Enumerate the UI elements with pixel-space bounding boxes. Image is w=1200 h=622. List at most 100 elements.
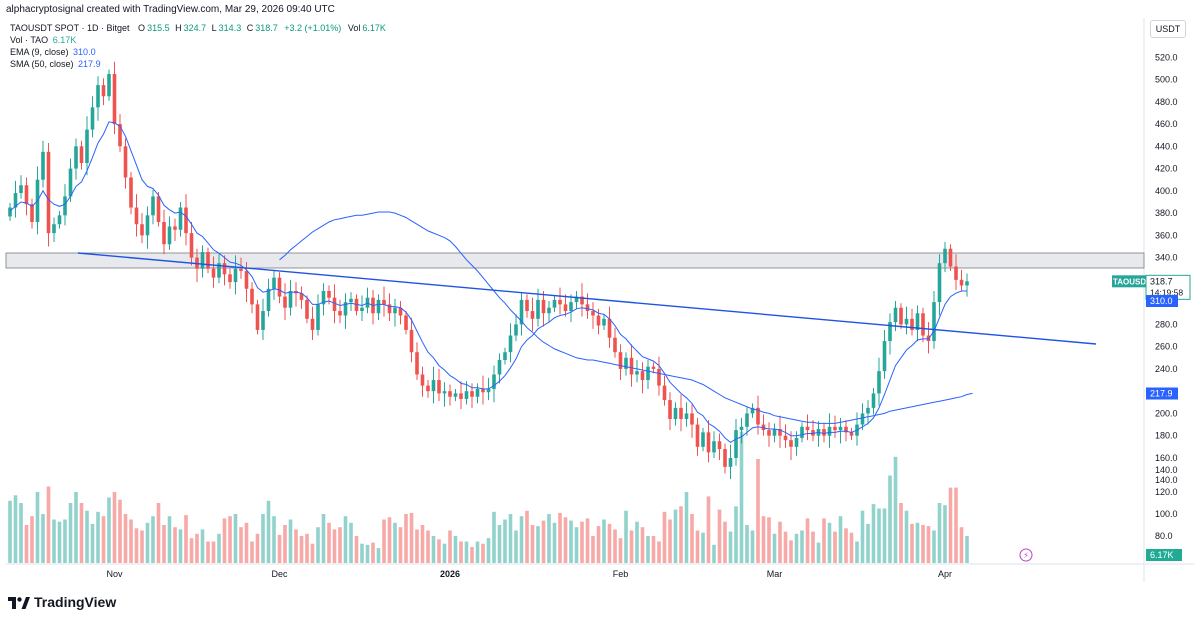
candle[interactable] bbox=[426, 380, 430, 398]
candle[interactable] bbox=[805, 414, 810, 441]
candle[interactable] bbox=[57, 210, 62, 229]
candle[interactable] bbox=[288, 279, 293, 316]
candle[interactable] bbox=[277, 272, 282, 304]
candle[interactable] bbox=[882, 329, 887, 379]
ema-line[interactable] bbox=[9, 121, 967, 444]
candle[interactable] bbox=[211, 256, 216, 288]
candle[interactable] bbox=[189, 221, 194, 266]
candle[interactable] bbox=[52, 217, 56, 243]
candle[interactable] bbox=[893, 301, 898, 332]
candle[interactable] bbox=[173, 218, 177, 241]
currency-button[interactable]: USDT bbox=[1150, 20, 1186, 38]
candle[interactable] bbox=[437, 368, 441, 402]
symbol-row[interactable]: TAOUSDT SPOT · 1D · Bitget O 315.5 H 324.7… bbox=[10, 22, 386, 34]
candle[interactable] bbox=[530, 297, 535, 332]
candle[interactable] bbox=[877, 357, 881, 406]
candle[interactable] bbox=[497, 353, 502, 384]
candle[interactable] bbox=[46, 142, 51, 247]
ema-indicator-row[interactable]: EMA (9, close) 310.0 bbox=[10, 46, 386, 58]
candle[interactable] bbox=[321, 283, 326, 316]
candle[interactable] bbox=[712, 431, 716, 458]
candle[interactable] bbox=[778, 415, 782, 448]
candle[interactable] bbox=[162, 209, 166, 255]
candle[interactable] bbox=[404, 311, 408, 335]
candle[interactable] bbox=[398, 301, 403, 325]
sma-indicator-row[interactable]: SMA (50, close) 217.9 bbox=[10, 58, 386, 70]
candle[interactable] bbox=[222, 255, 227, 286]
candle[interactable] bbox=[96, 76, 100, 121]
candle[interactable] bbox=[294, 282, 298, 307]
candle[interactable] bbox=[448, 384, 452, 406]
candle[interactable] bbox=[624, 352, 628, 376]
candle[interactable] bbox=[596, 308, 601, 335]
candle[interactable] bbox=[591, 302, 595, 329]
candle[interactable] bbox=[926, 322, 931, 354]
candle[interactable] bbox=[431, 366, 436, 404]
candle[interactable] bbox=[904, 306, 909, 335]
candle[interactable] bbox=[470, 383, 474, 408]
candle[interactable] bbox=[475, 383, 480, 404]
candle[interactable] bbox=[134, 194, 139, 237]
candle[interactable] bbox=[327, 285, 331, 305]
candle[interactable] bbox=[30, 198, 34, 229]
candle[interactable] bbox=[255, 299, 260, 335]
candle[interactable] bbox=[409, 317, 414, 363]
candle[interactable] bbox=[415, 342, 419, 381]
candle[interactable] bbox=[679, 394, 683, 432]
candle[interactable] bbox=[387, 293, 392, 322]
candle[interactable] bbox=[228, 268, 232, 289]
candle[interactable] bbox=[382, 286, 386, 317]
resistance-zone[interactable] bbox=[5, 252, 1145, 269]
candle[interactable] bbox=[464, 381, 469, 405]
candle[interactable] bbox=[629, 344, 634, 387]
candle[interactable] bbox=[827, 413, 832, 448]
candle[interactable] bbox=[13, 180, 18, 218]
candle[interactable] bbox=[459, 381, 463, 409]
sma-line[interactable] bbox=[279, 211, 973, 424]
candle[interactable] bbox=[140, 213, 144, 244]
candle[interactable] bbox=[338, 299, 342, 324]
candle[interactable] bbox=[354, 294, 359, 316]
candle[interactable] bbox=[602, 314, 606, 330]
trend-line[interactable] bbox=[77, 252, 1097, 345]
symbol-name[interactable]: TAOUSDT SPOT · 1D · Bitget bbox=[10, 23, 130, 33]
candle[interactable] bbox=[569, 294, 573, 323]
candle[interactable] bbox=[640, 362, 645, 394]
candle[interactable] bbox=[376, 294, 381, 320]
candle[interactable] bbox=[921, 307, 925, 343]
candle[interactable] bbox=[580, 283, 584, 317]
candle[interactable] bbox=[937, 254, 942, 316]
candle[interactable] bbox=[514, 314, 518, 342]
candle[interactable] bbox=[167, 216, 172, 250]
candle[interactable] bbox=[305, 295, 309, 324]
candle[interactable] bbox=[283, 283, 287, 320]
candle[interactable] bbox=[74, 138, 78, 180]
candle[interactable] bbox=[349, 292, 353, 312]
candle[interactable] bbox=[310, 306, 315, 340]
candle[interactable] bbox=[41, 140, 45, 188]
candle[interactable] bbox=[123, 138, 128, 189]
candle[interactable] bbox=[129, 171, 133, 215]
candle[interactable] bbox=[833, 415, 837, 438]
candle[interactable] bbox=[536, 288, 540, 327]
candle[interactable] bbox=[272, 269, 276, 300]
candle[interactable] bbox=[888, 313, 892, 355]
candle[interactable] bbox=[233, 255, 238, 295]
candle[interactable] bbox=[206, 247, 210, 274]
candle[interactable] bbox=[932, 291, 936, 349]
candle[interactable] bbox=[492, 365, 496, 403]
candle[interactable] bbox=[646, 360, 650, 389]
candle[interactable] bbox=[195, 248, 199, 283]
candle[interactable] bbox=[822, 423, 826, 443]
candle[interactable] bbox=[547, 301, 551, 323]
candle[interactable] bbox=[365, 287, 370, 314]
candle[interactable] bbox=[684, 402, 689, 427]
candle[interactable] bbox=[662, 375, 667, 406]
candle[interactable] bbox=[811, 420, 815, 442]
candle[interactable] bbox=[178, 201, 183, 237]
candle[interactable] bbox=[585, 293, 590, 319]
candle[interactable] bbox=[371, 289, 375, 325]
candle[interactable] bbox=[701, 427, 705, 452]
candle[interactable] bbox=[948, 244, 953, 271]
